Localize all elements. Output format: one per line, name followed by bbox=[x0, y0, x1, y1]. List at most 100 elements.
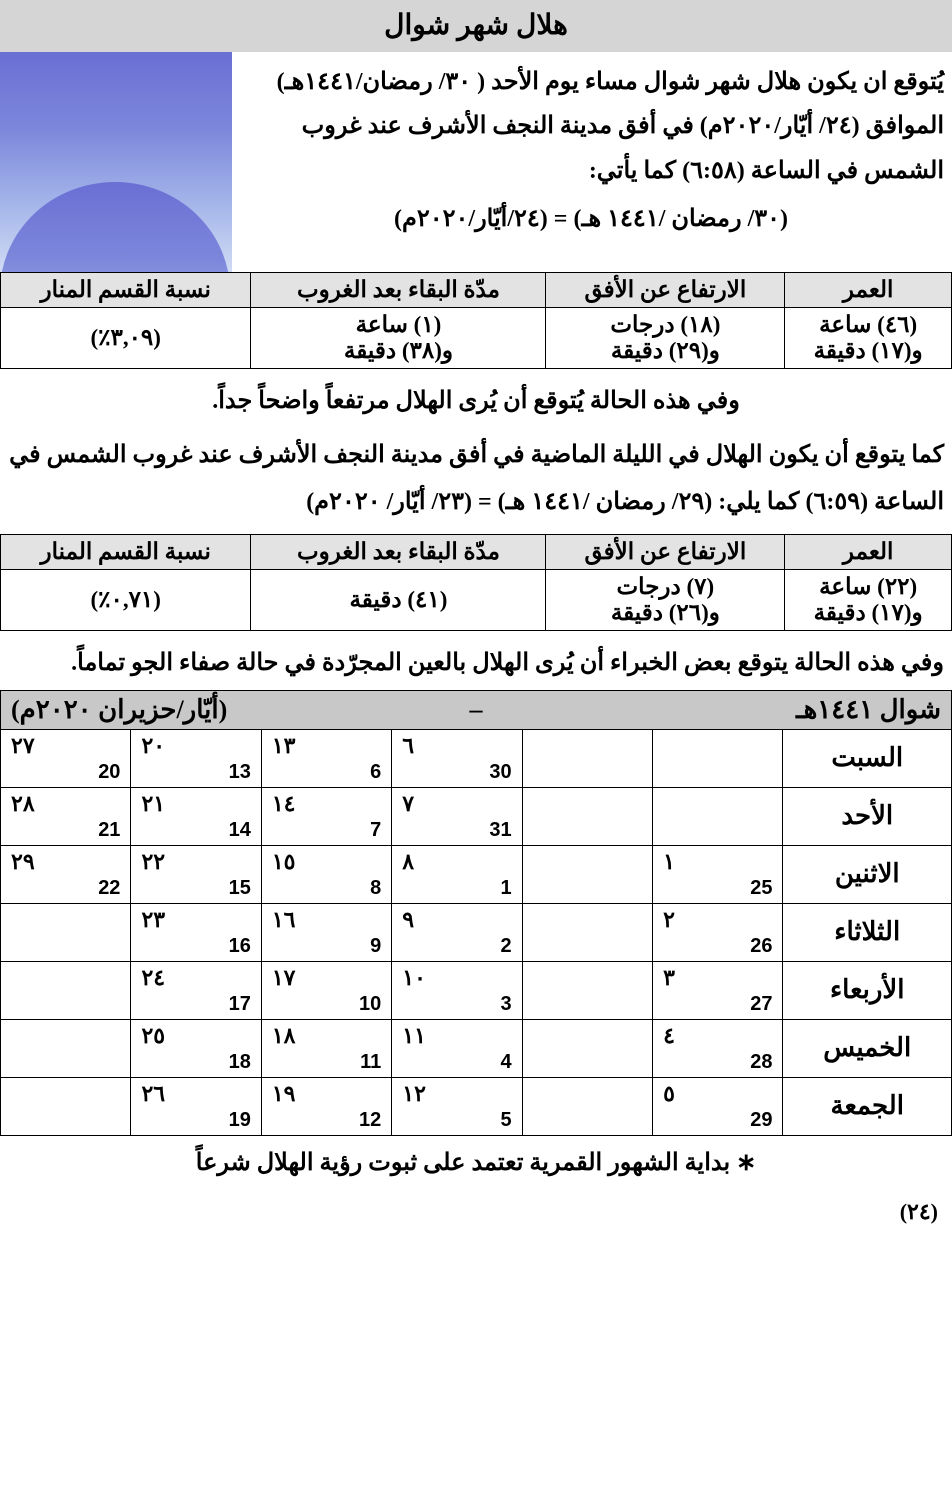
calendar-cell: ١٦9 bbox=[261, 903, 391, 961]
calendar-cell: ٢٦ 19 bbox=[131, 1077, 261, 1135]
calendar-cell: ١٠ 3 bbox=[392, 961, 522, 1019]
hijri-date: ٢٥ bbox=[141, 1023, 165, 1049]
gregorian-date: 28 bbox=[750, 1051, 772, 1074]
calendar-cell: ٢٩22 bbox=[1, 845, 131, 903]
hijri-date: ١٣ bbox=[272, 733, 296, 759]
hijri-date: ٢٦ bbox=[141, 1081, 165, 1107]
hijri-date: ١٨ bbox=[272, 1023, 296, 1049]
hijri-date: ٧ bbox=[402, 791, 414, 817]
calendar-cell: ٢٥ 18 bbox=[131, 1019, 261, 1077]
page-title: هلال شهر شوال bbox=[0, 0, 952, 52]
td-stay: (١) ساعة و(٣٨) دقيقة bbox=[251, 308, 546, 369]
calendar-cell bbox=[1, 903, 131, 961]
th-age: العمر bbox=[785, 273, 952, 308]
day-name: السبت bbox=[783, 729, 952, 787]
gregorian-date: 12 bbox=[359, 1109, 381, 1132]
calendar-cell: ٦30 bbox=[392, 729, 522, 787]
gregorian-date: 8 bbox=[370, 877, 381, 900]
calendar-cell: ٢٢15 bbox=[131, 845, 261, 903]
hijri-date: ٣ bbox=[663, 965, 675, 991]
calendar-cell bbox=[522, 961, 652, 1019]
note-1: وفي هذه الحالة يُتوقع أن يُرى الهلال مرت… bbox=[0, 369, 952, 433]
th-stay: مدّة البقاء بعد الغروب bbox=[251, 273, 546, 308]
th-altitude: الارتفاع عن الأفق bbox=[546, 535, 785, 570]
crescent-data-table-2: العمر الارتفاع عن الأفق مدّة البقاء بعد … bbox=[0, 534, 952, 631]
day-name: الخميس bbox=[783, 1019, 952, 1077]
calendar-cell: ١٤7 bbox=[261, 787, 391, 845]
calendar-cell: ٤ 28 bbox=[653, 1019, 783, 1077]
hijri-date: ٢١ bbox=[141, 791, 165, 817]
note-2b: الساعة (٦:٥٩) كما يلي: (٢٩/ رمضان /١٤٤١ … bbox=[0, 478, 952, 534]
calendar-cell: ٢٤ 17 bbox=[131, 961, 261, 1019]
gregorian-date: 25 bbox=[750, 877, 772, 900]
note-2a: كما يتوقع أن يكون الهلال في الليلة الماض… bbox=[0, 433, 952, 477]
gregorian-date: 4 bbox=[501, 1051, 512, 1074]
td-altitude: (٧) درجات و(٢٦) دقيقة bbox=[546, 570, 785, 631]
calendar-cell: ١٧10 bbox=[261, 961, 391, 1019]
gregorian-date: 30 bbox=[489, 761, 511, 784]
calendar-cell: ١٢5 bbox=[392, 1077, 522, 1135]
calendar-cell bbox=[522, 845, 652, 903]
gregorian-date: 18 bbox=[229, 1051, 251, 1074]
gregorian-date: 3 bbox=[501, 993, 512, 1016]
hijri-date: ١٠ bbox=[402, 965, 426, 991]
hijri-date: ٢٤ bbox=[141, 965, 165, 991]
dash: – bbox=[470, 695, 483, 725]
intro-line: الموافق (٢٤/ أيّار/٢٠٢٠م) في أفق مدينة ا… bbox=[238, 104, 944, 148]
calendar-cell bbox=[653, 787, 783, 845]
hijri-date: ٢٠ bbox=[141, 733, 165, 759]
calendar-cell: ٣ 27 bbox=[653, 961, 783, 1019]
calendar-cell: ١٩12 bbox=[261, 1077, 391, 1135]
gregorian-date: 11 bbox=[360, 1051, 381, 1074]
gregorian-date: 6 bbox=[370, 761, 381, 784]
gregorian-date: 26 bbox=[750, 935, 772, 958]
calendar-cell: ٢٣16 bbox=[131, 903, 261, 961]
hijri-date: ٢٨ bbox=[11, 791, 35, 817]
day-name: الثلاثاء bbox=[783, 903, 952, 961]
day-name: الاثنين bbox=[783, 845, 952, 903]
hijri-date: ٤ bbox=[663, 1023, 675, 1049]
calendar-cell: ١١4 bbox=[392, 1019, 522, 1077]
td-stay: (٤١) دقيقة bbox=[251, 570, 546, 631]
calendar-header: شوال ١٤٤١هـ – (أيّار/حزيران ٢٠٢٠م) bbox=[0, 690, 952, 729]
hijri-date: ١٥ bbox=[272, 849, 296, 875]
calendar-cell: ٢26 bbox=[653, 903, 783, 961]
calendar-cell: ٢١ 14 bbox=[131, 787, 261, 845]
note-3: وفي هذه الحالة يتوقع بعض الخبراء أن يُرى… bbox=[0, 631, 952, 689]
intro-line: الشمس في الساعة (٦:٥٨) كما يأتي: bbox=[238, 149, 944, 193]
day-name: الجمعة bbox=[783, 1077, 952, 1135]
calendar-cell: ١٨ 11 bbox=[261, 1019, 391, 1077]
gregorian-month-label: (أيّار/حزيران ٢٠٢٠م) bbox=[11, 695, 470, 725]
td-age: (٢٢) ساعة و(١٧) دقيقة bbox=[785, 570, 952, 631]
gregorian-date: 16 bbox=[229, 935, 251, 958]
th-age: العمر bbox=[785, 535, 952, 570]
hijri-date: ٢٢ bbox=[141, 849, 165, 875]
calendar-cell: ١25 bbox=[653, 845, 783, 903]
hijri-month-label: شوال ١٤٤١هـ bbox=[483, 695, 942, 725]
day-name: الأربعاء bbox=[783, 961, 952, 1019]
date-equivalence: (٣٠/ رمضان /١٤٤١ هـ) = (٢٤/أيّار/٢٠٢٠م) bbox=[238, 197, 944, 241]
calendar-cell bbox=[522, 903, 652, 961]
gregorian-date: 27 bbox=[750, 993, 772, 1016]
calendar-cell bbox=[522, 1019, 652, 1077]
calendar-cell bbox=[1, 1019, 131, 1077]
calendar-cell bbox=[1, 1077, 131, 1135]
gregorian-date: 14 bbox=[229, 819, 251, 842]
calendar-cell bbox=[522, 1077, 652, 1135]
calendar-cell: ٢٧20 bbox=[1, 729, 131, 787]
th-illumination: نسبة القسم المنار bbox=[1, 273, 251, 308]
gregorian-date: 19 bbox=[229, 1109, 251, 1132]
td-illumination: (٠,٧١٪) bbox=[1, 570, 251, 631]
calendar-cell bbox=[522, 729, 652, 787]
intro-text: يُتوقع ان يكون هلال شهر شوال مساء يوم ال… bbox=[232, 52, 952, 272]
calendar-cell: ٧ 31 bbox=[392, 787, 522, 845]
intro-block: يُتوقع ان يكون هلال شهر شوال مساء يوم ال… bbox=[0, 52, 952, 272]
calendar-cell: ١٥ 8 bbox=[261, 845, 391, 903]
intro-line: يُتوقع ان يكون هلال شهر شوال مساء يوم ال… bbox=[238, 60, 944, 104]
gregorian-date: 2 bbox=[501, 935, 512, 958]
th-stay: مدّة البقاء بعد الغروب bbox=[251, 535, 546, 570]
hijri-date: ٩ bbox=[402, 907, 414, 933]
gregorian-date: 17 bbox=[229, 993, 251, 1016]
gregorian-date: 31 bbox=[489, 819, 511, 842]
td-age: (٤٦) ساعة و(١٧) دقيقة bbox=[785, 308, 952, 369]
